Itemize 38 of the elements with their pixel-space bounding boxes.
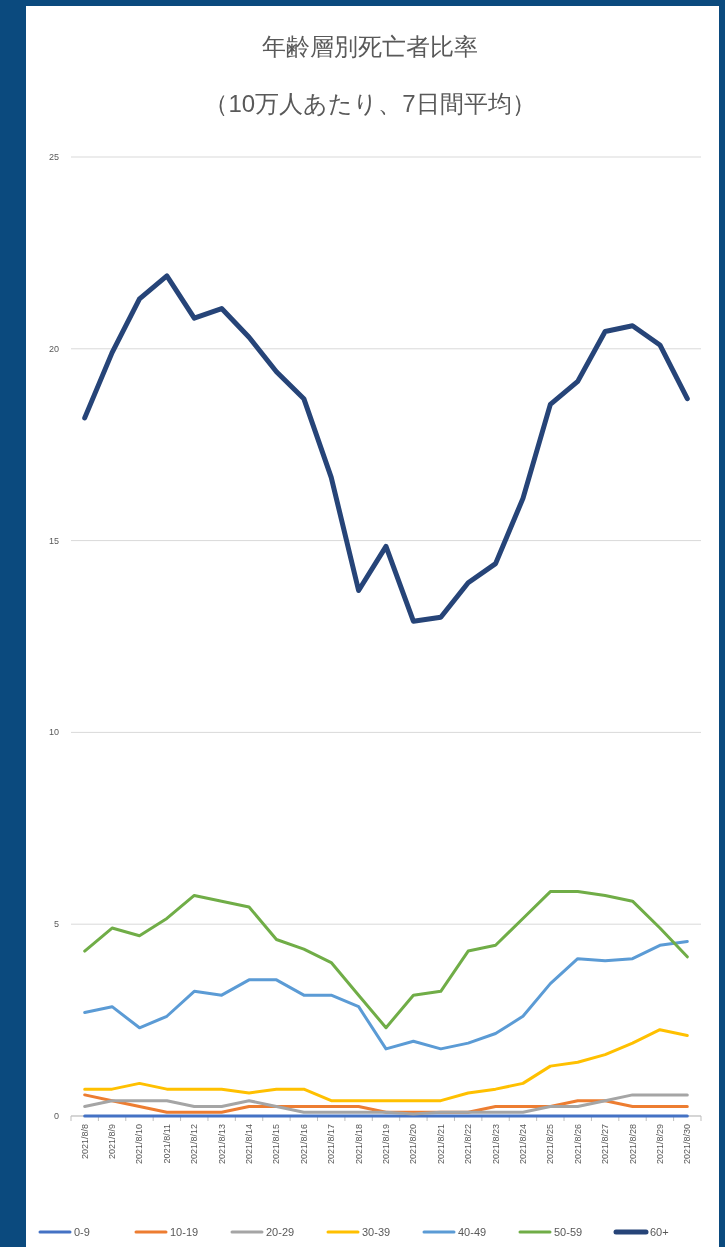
- legend-label: 50-59: [554, 1226, 583, 1238]
- x-tick-label: 2021/8/15: [271, 1124, 282, 1165]
- legend-label: 30-39: [362, 1226, 391, 1238]
- x-tick-label: 2021/8/20: [408, 1124, 419, 1165]
- x-tick-label: 2021/8/13: [216, 1124, 227, 1165]
- x-tick-label: 2021/8/12: [189, 1124, 200, 1165]
- x-tick-label: 2021/8/16: [298, 1124, 309, 1165]
- x-tick-label: 2021/8/8: [79, 1124, 90, 1160]
- x-tick-label: 2021/8/9: [107, 1124, 118, 1160]
- x-tick-label: 2021/8/10: [134, 1124, 145, 1165]
- legend-label: 0-9: [74, 1226, 90, 1238]
- x-tick-label: 2021/8/27: [600, 1124, 611, 1165]
- legend-label: 20-29: [266, 1226, 295, 1238]
- chart-subtitle: （10万人あたり、7日間平均）: [204, 90, 536, 117]
- x-tick-label: 2021/8/17: [326, 1124, 337, 1165]
- x-tick-label: 2021/8/30: [682, 1124, 693, 1165]
- x-tick-label: 2021/8/11: [161, 1124, 172, 1164]
- x-tick-label: 2021/8/26: [572, 1124, 583, 1165]
- y-tick-label: 5: [53, 919, 59, 930]
- y-tick-label: 0: [53, 1111, 59, 1121]
- x-tick-label: 2021/8/21: [435, 1124, 446, 1165]
- legend-label: 60+: [650, 1226, 669, 1238]
- x-tick-label: 2021/8/25: [545, 1124, 556, 1165]
- legend-label: 10-19: [170, 1226, 199, 1238]
- y-tick-label: 10: [48, 727, 59, 738]
- y-tick-label: 20: [48, 343, 59, 354]
- x-tick-label: 2021/8/18: [353, 1124, 364, 1165]
- x-tick-label: 2021/8/22: [463, 1124, 474, 1165]
- x-tick-label: 2021/8/23: [490, 1124, 501, 1165]
- x-tick-label: 2021/8/14: [244, 1124, 255, 1165]
- y-tick-label: 25: [48, 152, 59, 162]
- legend-label: 40-49: [458, 1226, 487, 1238]
- x-tick-label: 2021/8/19: [381, 1124, 391, 1165]
- x-tick-label: 2021/8/24: [517, 1124, 528, 1165]
- x-tick-label: 2021/8/29: [654, 1124, 665, 1165]
- x-tick-label: 2021/8/28: [627, 1124, 638, 1165]
- y-tick-label: 15: [48, 535, 59, 546]
- chart-title: 年齢層別死亡者比率: [262, 33, 478, 60]
